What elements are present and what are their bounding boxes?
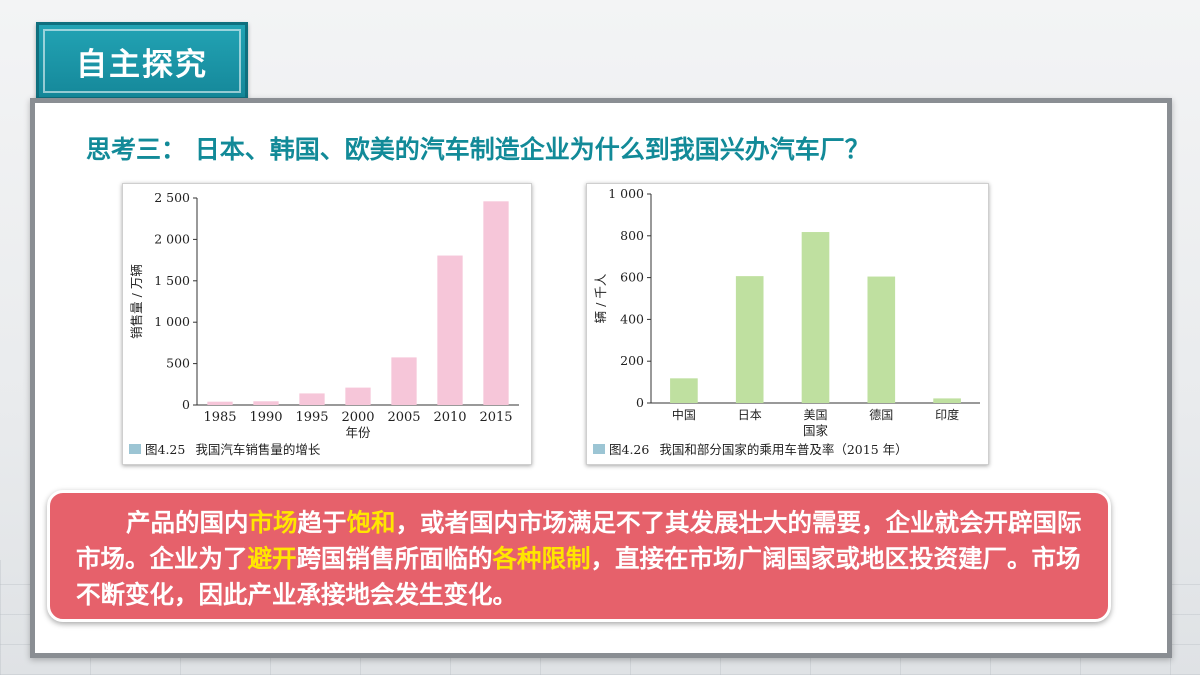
y-tick-label: 2 000	[154, 231, 190, 246]
x-tick-label: 2010	[433, 410, 466, 425]
section-title-tab: 自主探究	[36, 22, 248, 100]
y-tick-label: 800	[620, 228, 644, 243]
x-tick-label: 德国	[869, 407, 893, 422]
bar	[735, 276, 764, 403]
y-tick-label: 200	[620, 353, 644, 368]
highlight-restrictions: 各种限制	[492, 544, 591, 573]
y-axis-label: 销售量 / 万辆	[129, 264, 144, 339]
y-tick-label: 1 500	[154, 273, 190, 288]
bar	[345, 387, 371, 405]
x-tick-label: 美国	[803, 408, 827, 422]
summary-text: 产品的国内	[126, 508, 249, 537]
question-heading: 思考三： 日本、韩国、欧美的汽车制造企业为什么到我国兴办汽车厂？	[86, 135, 870, 164]
bar	[437, 255, 463, 405]
highlight-market: 市场	[248, 508, 298, 537]
y-tick-label: 400	[620, 311, 644, 326]
title-tab-frame	[43, 29, 241, 93]
figure-car-sales: 0 500 1 000 1 500 2 000 2 500 1985 1990 1995 2000…	[122, 183, 532, 465]
caption-marker	[129, 443, 141, 454]
summary-text: 趋于	[297, 508, 347, 537]
figure-car-ownership: 0 200 400 600 800 1 000 中国 日本 美国 德国 印度国家 辆 / 千人 图4.…	[586, 183, 989, 465]
bar	[670, 378, 698, 403]
x-tick-label: 日本	[738, 408, 762, 422]
y-axis-label: 辆 / 千人	[593, 273, 608, 323]
bar	[391, 357, 417, 405]
y-tick-label: 500	[166, 356, 190, 371]
y-tick-label: 1 000	[154, 314, 190, 329]
y-tick-label: 1 000	[608, 186, 644, 201]
bar	[299, 393, 325, 405]
x-axis-label: 国家	[803, 423, 829, 438]
y-tick-label: 0	[182, 397, 190, 412]
figure-caption: 图4.26 我国和部分国家的乘用车普及率（2015 年）	[593, 439, 908, 458]
bar	[801, 232, 830, 403]
summary-text: ，直接在市场广阔国家或地区投资建厂。市场不断变化，因此产业承接地会发生变化。	[76, 544, 1081, 609]
x-axis-label: 年份	[345, 425, 371, 440]
x-tick-label: 1995	[295, 410, 328, 425]
bar	[253, 401, 279, 405]
x-tick-label: 1990	[249, 410, 282, 425]
x-tick-label: 2000	[341, 410, 374, 425]
figure-caption-text: 我国汽车销售量的增长	[195, 442, 321, 457]
car-sales-chart: 0 500 1 000 1 500 2 000 2 500 1985 1990 1995 2000…	[129, 190, 519, 440]
x-tick-label: 印度	[935, 407, 959, 422]
y-tick-label: 600	[620, 270, 644, 285]
highlight-saturation: 饱和	[346, 508, 396, 537]
figure-caption: 图4.25 我国汽车销售量的增长	[129, 439, 320, 458]
x-tick-label: 2015	[479, 410, 512, 425]
bar	[207, 401, 233, 405]
figure-caption-text: 我国和部分国家的乘用车普及率（2015 年）	[659, 442, 908, 457]
bar	[867, 276, 896, 403]
caption-marker	[593, 443, 605, 454]
y-tick-label: 0	[636, 395, 644, 410]
x-tick-label: 1985	[203, 410, 236, 425]
figure-number: 图4.26	[609, 442, 650, 457]
summary-text: 跨国销售所面临的	[296, 544, 493, 573]
x-tick-label: 2005	[387, 410, 420, 425]
bar	[933, 398, 961, 403]
y-tick-label: 2 500	[154, 190, 190, 205]
summary-text: ，或者国内市场满足不了其发展壮大的需要，企业就会开辟国际市场。企业为了	[76, 508, 1082, 573]
summary-box: 产品的国内市场趋于饱和，或者国内市场满足不了其发展壮大的需要，企业就会开辟国际市…	[47, 490, 1111, 622]
figure-number: 图4.25	[145, 442, 186, 457]
x-tick-label: 中国	[672, 407, 696, 422]
bar	[483, 201, 509, 405]
section-title: 自主探究	[76, 46, 208, 83]
highlight-avoid: 避开	[247, 544, 297, 573]
